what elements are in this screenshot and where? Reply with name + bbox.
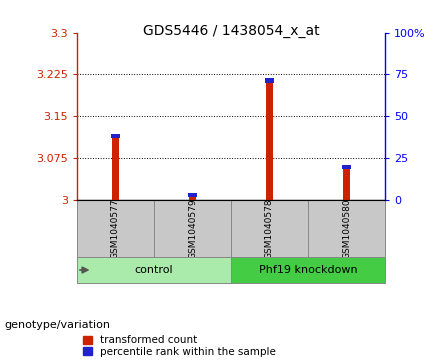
Text: Phf19 knockdown: Phf19 knockdown <box>259 265 357 275</box>
Text: GSM1040580: GSM1040580 <box>342 198 351 258</box>
Bar <box>189 193 195 200</box>
Text: GDS5446 / 1438054_x_at: GDS5446 / 1438054_x_at <box>143 24 319 38</box>
Bar <box>77 257 231 283</box>
Bar <box>264 78 275 83</box>
Text: genotype/variation: genotype/variation <box>4 320 110 330</box>
Text: control: control <box>135 265 173 275</box>
Bar <box>308 200 385 257</box>
Bar <box>110 134 121 138</box>
Bar <box>231 257 385 283</box>
Legend: transformed count, percentile rank within the sample: transformed count, percentile rank withi… <box>82 334 277 358</box>
Bar <box>231 200 308 257</box>
Text: GSM1040579: GSM1040579 <box>188 198 197 258</box>
Bar <box>341 164 352 169</box>
Bar <box>77 200 154 257</box>
Bar <box>187 193 198 197</box>
Text: GSM1040578: GSM1040578 <box>265 198 274 258</box>
Bar <box>154 200 231 257</box>
Text: GSM1040577: GSM1040577 <box>111 198 120 258</box>
Bar <box>344 164 350 200</box>
Bar <box>113 134 118 200</box>
Bar <box>267 78 273 200</box>
